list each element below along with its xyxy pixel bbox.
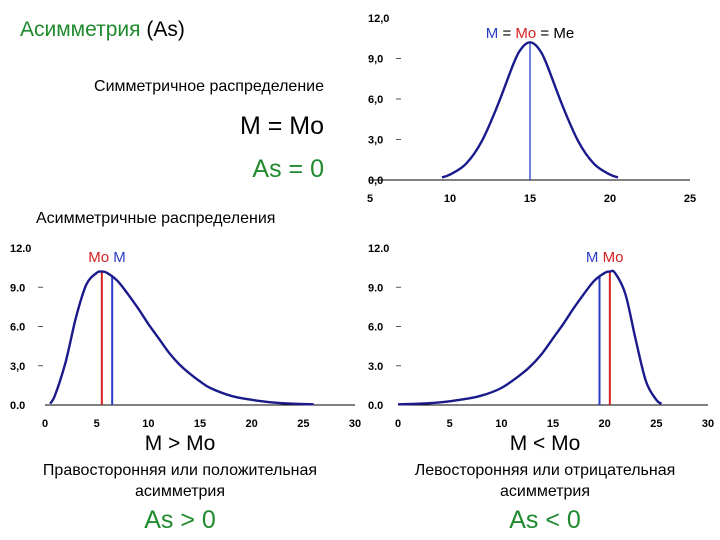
symmetric-as-value: As = 0 xyxy=(252,155,324,183)
right-skewed-x-tick-label: 5 xyxy=(94,418,100,430)
left-skewed-y-tick-label: 6.0 xyxy=(368,322,383,334)
symmetric-marker-part: Mo xyxy=(515,25,536,42)
right-skewed-x-tick-label: 25 xyxy=(297,418,309,430)
left-skewed-marker-label: M Mo xyxy=(586,249,624,266)
left-equation: M > Mo xyxy=(144,432,216,455)
left-skewed-y-tick-label: 12.0 xyxy=(368,243,389,255)
symmetric-label: Симметричное распределение xyxy=(94,78,324,95)
right-skewed-marker-part: M xyxy=(113,249,126,266)
symmetric-x-tick-label: 25 xyxy=(684,193,696,205)
title-word: Асимметрия xyxy=(20,18,141,41)
left-skewed-y-tick-label: 3.0 xyxy=(368,361,383,373)
right-skewed-curve xyxy=(49,270,314,406)
right-as-value: As < 0 xyxy=(509,506,581,534)
right-skewed-y-tick-label: 0.0 xyxy=(10,400,25,412)
left-skewed-x-tick-label: 30 xyxy=(702,418,714,430)
left-skewed-x-tick-label: 20 xyxy=(599,418,611,430)
symmetric-y-tick-label: 6,0 xyxy=(368,94,383,106)
symmetric-x-tick-label: 10 xyxy=(444,193,456,205)
symmetric-marker-part: = xyxy=(498,25,515,42)
symmetric-x-tick-label: 15 xyxy=(524,193,536,205)
left-skewed-x-tick-label: 25 xyxy=(650,418,662,430)
symmetric-marker-label: M = Mo = Me xyxy=(486,25,574,42)
left-skewed-y-tick-label: 9.0 xyxy=(368,282,383,294)
right-description-line1: Левосторонняя или отрицательная xyxy=(414,462,676,479)
left-description-line2: асимметрия xyxy=(134,483,226,500)
symmetric-equation: M = Mo xyxy=(239,112,324,140)
symmetric-x-tick-label: 20 xyxy=(604,193,616,205)
symmetric-y-tick-label: 0,0 xyxy=(368,175,383,187)
right-skewed-x-tick-label: 15 xyxy=(194,418,206,430)
symmetric-x-tick-label: 5 xyxy=(367,193,373,205)
left-skewed-y-tick-label: 0.0 xyxy=(368,400,383,412)
left-skewed-x-tick-label: 10 xyxy=(495,418,507,430)
page-title: Асимметрия (As) xyxy=(20,18,185,42)
symmetric-marker-part: M xyxy=(486,25,499,42)
right-skewed-x-tick-label: 30 xyxy=(349,418,361,430)
right-skewed-marker-label: Mo M xyxy=(88,249,126,266)
right-skewed-x-tick-label: 20 xyxy=(246,418,258,430)
left-skewed-x-tick-label: 5 xyxy=(447,418,453,430)
right-skewed-x-tick-label: 0 xyxy=(42,418,48,430)
right-skewed-marker-part: Mo xyxy=(88,249,109,266)
symmetric-y-tick-label: 3,0 xyxy=(368,135,383,147)
symmetric-y-tick-label: 12,0 xyxy=(368,13,389,25)
left-skewed-x-tick-label: 15 xyxy=(547,418,559,430)
title-abbr: (As) xyxy=(146,18,185,41)
left-skewed-marker-part: M xyxy=(586,249,599,266)
right-description: Левосторонняя или отрицательная асимметри… xyxy=(370,460,720,502)
right-description-line2: асимметрия xyxy=(499,483,591,500)
symmetric-y-tick-label: 9,0 xyxy=(368,54,383,66)
symmetric-curve xyxy=(441,41,619,179)
left-as-value: As > 0 xyxy=(144,506,216,534)
left-description: Правосторонняя или положительная асимметр… xyxy=(0,460,360,502)
right-skewed-y-tick-label: 9.0 xyxy=(10,282,25,294)
symmetric-marker-part: Me xyxy=(553,25,574,42)
right-skewed-y-tick-label: 12.0 xyxy=(10,243,31,255)
asymmetric-heading: Асимметричные распределения xyxy=(36,210,276,227)
right-skewed-y-tick-label: 3,0 xyxy=(10,361,25,373)
right-skewed-y-tick-label: 6.0 xyxy=(10,322,25,334)
symmetric-marker-part: = xyxy=(536,25,553,42)
left-skewed-curve xyxy=(397,269,663,406)
right-skewed-x-tick-label: 10 xyxy=(142,418,154,430)
left-description-line1: Правосторонняя или положительная xyxy=(42,462,318,479)
left-skewed-marker-part: Mo xyxy=(603,249,624,266)
left-skewed-x-tick-label: 0 xyxy=(395,418,401,430)
right-equation: M < Mo xyxy=(509,432,581,455)
